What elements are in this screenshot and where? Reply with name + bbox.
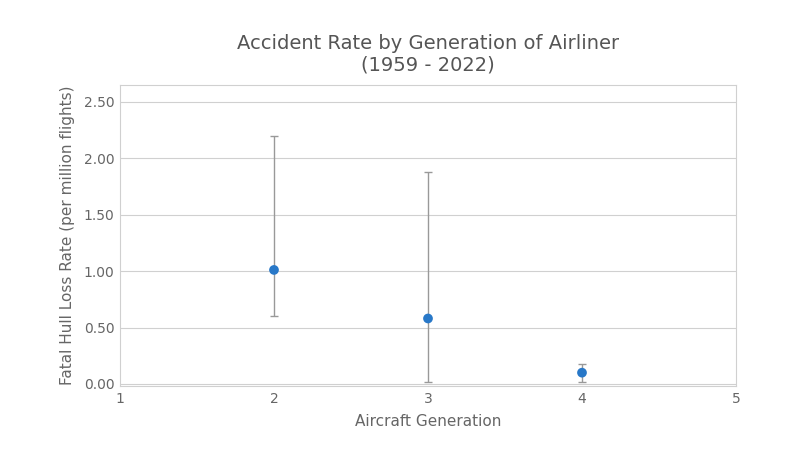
Title: Accident Rate by Generation of Airliner
(1959 - 2022): Accident Rate by Generation of Airliner … <box>237 34 619 75</box>
Point <box>267 266 281 274</box>
X-axis label: Aircraft Generation: Aircraft Generation <box>355 414 501 429</box>
Point <box>422 315 434 322</box>
Point <box>576 369 589 376</box>
Y-axis label: Fatal Hull Loss Rate (per million flights): Fatal Hull Loss Rate (per million flight… <box>60 86 75 385</box>
